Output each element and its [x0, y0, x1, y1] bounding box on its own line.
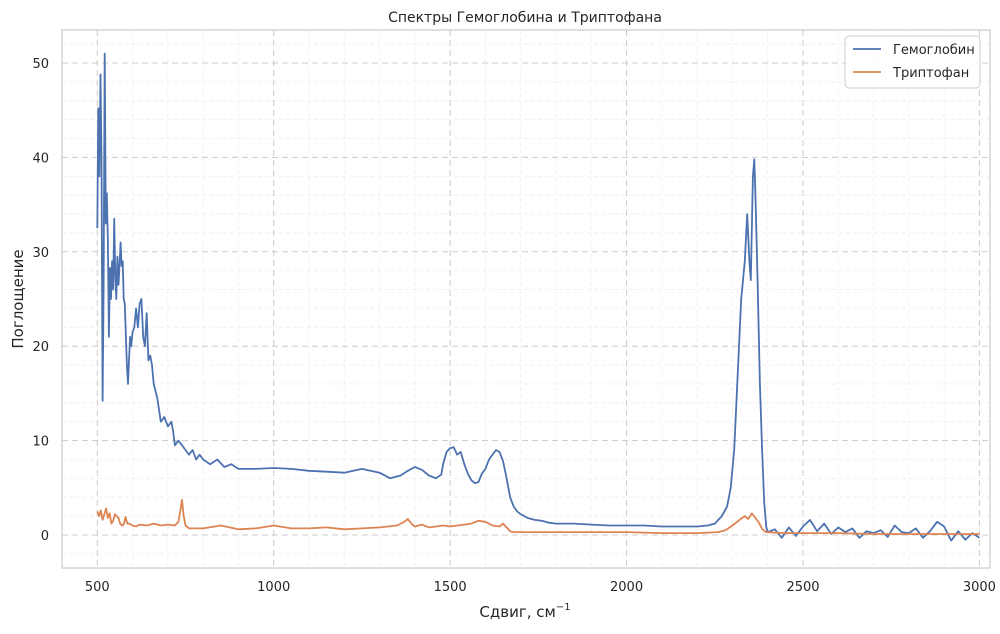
y-tick-label: 20	[32, 340, 49, 355]
x-tick-label: 1500	[434, 580, 467, 595]
y-tick-label: 0	[41, 529, 49, 544]
y-axis-ticks: 0 10 20 30 40 50	[32, 57, 49, 544]
chart-title: Спектры Гемоглобина и Триптофана	[388, 10, 662, 26]
x-tick-label: 2500	[786, 580, 819, 595]
x-axis-ticks: 500 1000 1500 2000 2500 3000	[85, 580, 996, 595]
plot-area	[61, 29, 991, 569]
series-layer	[96, 52, 980, 542]
minor-grid	[62, 30, 990, 568]
legend: Гемоглобин Триптофан	[844, 35, 981, 89]
x-tick-label: 2000	[610, 580, 643, 595]
series-line	[96, 499, 980, 535]
series-line	[96, 52, 980, 542]
legend-label: Триптофан	[892, 66, 969, 81]
y-axis-label: Поглощение	[9, 249, 27, 348]
x-axis-label-superscript: −1	[556, 602, 571, 613]
y-tick-label: 40	[32, 151, 49, 166]
y-tick-label: 50	[32, 57, 49, 72]
x-axis-label: Сдвиг, см−1	[479, 602, 570, 621]
major-grid	[62, 30, 990, 568]
plot-background	[62, 30, 990, 568]
x-tick-label: 500	[85, 580, 110, 595]
x-axis-label-text: Сдвиг, см	[479, 603, 555, 621]
x-tick-label: 3000	[963, 580, 996, 595]
legend-label: Гемоглобин	[893, 43, 975, 58]
plot-frame	[61, 29, 991, 569]
x-tick-label: 1000	[257, 580, 290, 595]
y-tick-label: 30	[32, 246, 49, 261]
y-tick-label: 10	[32, 435, 49, 450]
